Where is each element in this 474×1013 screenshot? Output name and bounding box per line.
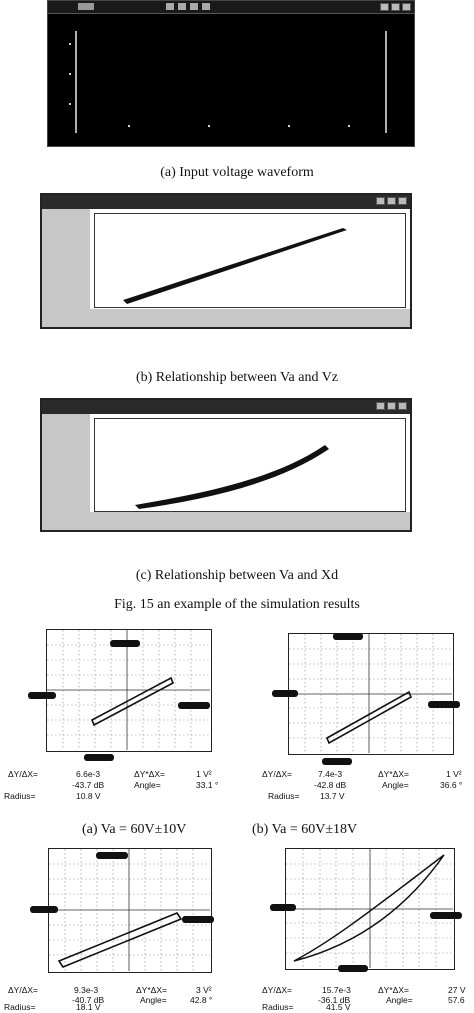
scope-c-marker-right [182,916,214,923]
scope-d-product-value: 27 V [448,985,466,995]
scope-c-angle-value: 42.8 ° [190,995,213,1005]
scope-d-screen [285,848,455,970]
scope-d-angle-label: Angle= [386,995,413,1005]
minimize-button[interactable] [380,3,389,11]
scope-a-radius-value: 10.8 V [76,791,101,801]
scope-d-product-label: ΔY*ΔX= [378,985,409,995]
scope-d-marker-bottom [338,965,368,972]
scope-d-radius-value: 41.5 V [326,1002,351,1012]
va-xd-axis-panel [42,414,90,530]
va-xd-xaxis-panel [42,512,410,530]
scope-b-radius-value: 13.7 V [320,791,345,801]
scope-c-ratio-value: 9.3e-3 [74,985,99,995]
scope-b-ratio-label: ΔY/ΔX= [262,769,293,779]
minimize-button[interactable] [376,197,385,205]
window-menu-marks [78,3,94,10]
scope-c-marker-top [96,852,128,859]
scope-c-marker-left [30,906,58,913]
scope-d-db-value: -36.1 dB [318,995,351,1005]
scope-b-db-value: -42.8 dB [314,780,347,790]
scope-b-radius-label: Radius= [268,791,300,801]
scope-c-radius-value: 18.1 V [76,1002,101,1012]
scope-a-marker-left [28,692,56,699]
input-waveform-plot [69,31,387,133]
scope-b-angle-label: Angle= [382,780,409,790]
scope-b-ratio-value: 7.4e-3 [318,769,343,779]
input-waveform-titlebar [48,1,414,14]
caption-input-waveform: (a) Input voltage waveform [160,165,314,180]
scope-a-ratio-label: ΔY/ΔX= [8,769,39,779]
va-xd-window [40,398,412,532]
caption-va-xd: (c) Relationship between Va and Xd [135,568,339,583]
scope-d-ratio-label: ΔY/ΔX= [262,985,293,995]
va-vz-axis-panel [42,209,90,327]
scope-b-product-value: 1 V² [446,769,462,779]
maximize-button[interactable] [387,402,396,410]
scope-b-marker-right [428,701,460,708]
scope-a-marker-bottom [84,754,114,761]
scope-d-angle-value: 57.6 [448,995,465,1005]
va-vz-titlebar [42,195,410,209]
scope-d-ratio-value: 15.7e-3 [322,985,351,995]
scope-a-grid [47,630,210,750]
close-button[interactable] [398,197,407,205]
maximize-button[interactable] [387,197,396,205]
va-xd-curve [135,445,329,509]
va-vz-plot-area [94,213,406,308]
scope-b-product-label: ΔY*ΔX= [378,769,409,779]
scope-d-marker-left [270,904,296,911]
scope-a-radius-label: Radius= [4,791,36,801]
va-xd-plot-area [94,418,406,512]
scope-a-angle-value: 33.1 ° [196,780,219,790]
scope-a-ratio-value: 6.6e-3 [76,769,101,779]
close-button[interactable] [402,3,411,11]
scope-a-marker-right [178,702,210,709]
caption-va-vz: (b) Relationship between Va and Vz [135,370,339,385]
scope-a-product-value: 1 V² [196,769,212,779]
scope-c-product-label: ΔY*ΔX= [136,985,167,995]
scope-c-product-value: 3 V² [196,985,212,995]
va-vz-curve [123,228,347,304]
scope-c-grid [49,849,210,971]
window-controls [376,402,407,410]
scope-d-grid [286,849,453,968]
va-vz-xaxis-panel [42,309,410,327]
scope-a-marker-top [110,640,140,647]
scope-a-product-label: ΔY*ΔX= [134,769,165,779]
window-controls [380,3,411,11]
figure-15-caption: Fig. 15 an example of the simulation res… [114,597,360,612]
scope-c-ratio-label: ΔY/ΔX= [8,985,39,995]
scope-a-screen [46,629,212,752]
scope-c-angle-label: Angle= [140,995,167,1005]
scope-b-marker-bottom [322,758,352,765]
caption-scope-b: (b) Va = 60V±18V [252,822,358,837]
scope-b-grid [289,634,452,753]
scope-c-screen [48,848,212,973]
window-controls [376,197,407,205]
scope-a-db-value: -43.7 dB [72,780,105,790]
maximize-button[interactable] [391,3,400,11]
scope-d-marker-right [430,912,462,919]
scope-c-db-value: -40.7 dB [72,995,105,1005]
minimize-button[interactable] [376,402,385,410]
scope-b-marker-top [333,633,363,640]
input-waveform-window [47,0,415,147]
scope-c-radius-label: Radius= [4,1002,36,1012]
close-button[interactable] [398,402,407,410]
scope-b-marker-left [272,690,298,697]
va-xd-titlebar [42,400,410,414]
scope-d-radius-label: Radius= [262,1002,294,1012]
caption-scope-a: (a) Va = 60V±10V [82,822,187,837]
va-vz-window [40,193,412,329]
scope-b-angle-value: 36.6 ° [440,780,463,790]
scope-a-angle-label: Angle= [134,780,161,790]
scope-b-screen [288,633,454,755]
toolbar-icons [166,3,212,10]
